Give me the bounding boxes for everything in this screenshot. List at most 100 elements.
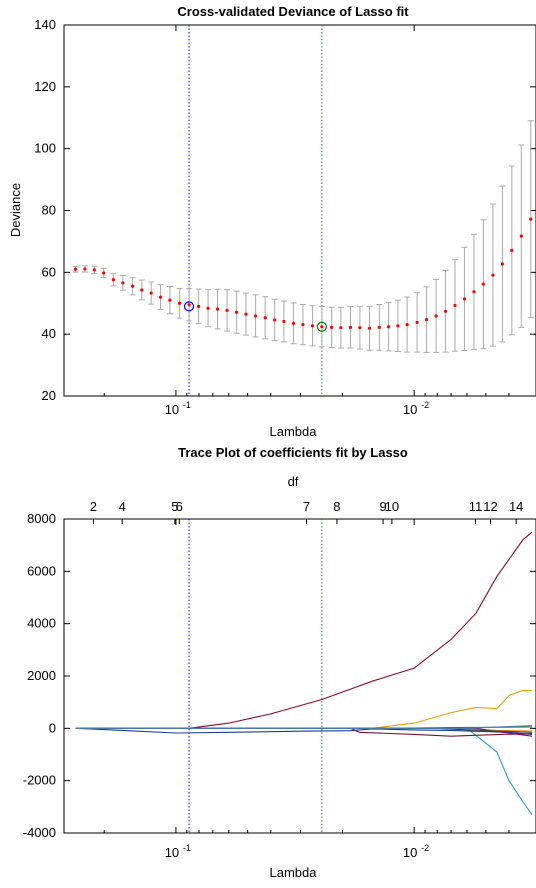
cv-point <box>472 290 476 294</box>
coefficient-path <box>75 725 533 729</box>
marker-min <box>316 321 327 332</box>
x-tick-exponent: -2 <box>421 843 429 853</box>
df-tick-label: 6 <box>176 499 183 514</box>
trace-plot-frame <box>63 518 536 834</box>
x-tick-exponent: -2 <box>421 400 429 410</box>
cv-point <box>168 298 172 302</box>
cv-point <box>73 267 78 271</box>
marker-1se <box>183 301 195 312</box>
cv-point <box>225 308 229 312</box>
y-tick-label: 100 <box>34 141 56 156</box>
y-tick-label: 60 <box>42 264 56 279</box>
cv-point <box>92 268 96 272</box>
df-tick-label: 8 <box>333 499 340 514</box>
cv-markers <box>183 301 327 332</box>
x-tick-label: 10 <box>403 402 417 417</box>
y-tick-label: 6000 <box>27 563 56 578</box>
trace-coefficient-lines <box>75 531 533 816</box>
df-tick-label: 11 <box>469 499 483 514</box>
cv-deviance-panel: Cross-validated Deviance of Lasso fit 20… <box>8 4 536 439</box>
cv-point <box>253 314 258 318</box>
y-tick-label: 80 <box>42 203 56 218</box>
cv-point <box>443 309 448 313</box>
coefficient-path <box>75 531 533 729</box>
cv-errorbars <box>72 120 534 353</box>
trace-x-label: Lambda <box>270 865 318 880</box>
df-tick-label: 5 <box>171 499 178 514</box>
cv-point <box>453 303 457 308</box>
x-tick-label: 10 <box>165 402 179 417</box>
df-tick-label: 4 <box>119 499 126 514</box>
cv-point <box>330 325 334 329</box>
trace-reference-lines <box>188 519 323 833</box>
coefficient-path <box>75 727 533 816</box>
cv-point <box>187 303 191 307</box>
cv-point <box>434 314 438 318</box>
cv-reference-lines <box>188 25 323 396</box>
cv-points <box>73 217 533 330</box>
cv-x-axis: 10 -1 10 -2 <box>103 25 510 417</box>
df-tick-label: 12 <box>483 499 497 514</box>
cv-point <box>387 325 391 329</box>
x-tick-exponent: -1 <box>183 400 191 410</box>
cv-point <box>367 326 372 330</box>
cv-x-label: Lambda <box>270 424 318 439</box>
cv-point <box>377 325 381 329</box>
df-tick-label: 9 <box>379 499 386 514</box>
df-tick-label: 14 <box>509 499 523 514</box>
cv-point <box>510 248 514 252</box>
cv-point <box>339 326 343 330</box>
cv-point <box>263 316 267 320</box>
trace-panel: Trace Plot of coefficients fit by Lasso … <box>23 445 536 880</box>
cv-point <box>273 318 277 322</box>
cv-point <box>178 301 182 305</box>
y-tick-label: 0 <box>49 720 56 735</box>
cv-point <box>310 324 315 328</box>
cv-point <box>197 304 201 308</box>
trace-plot-title: Trace Plot of coefficients fit by Lasso <box>178 445 408 460</box>
df-tick-label: 10 <box>385 499 399 514</box>
cv-point <box>415 320 419 325</box>
cv-point <box>491 273 495 277</box>
y-tick-label: -2000 <box>23 773 56 788</box>
cv-point <box>405 322 409 327</box>
trace-y-axis: -4000 -2000 0 2000 4000 6000 8000 <box>23 511 536 840</box>
cv-point <box>396 324 400 328</box>
x-tick-exponent: -1 <box>183 843 191 853</box>
cv-point <box>481 282 486 286</box>
cv-point <box>121 281 125 285</box>
cv-point <box>158 295 163 299</box>
cv-point <box>102 271 106 275</box>
cv-point <box>320 325 324 329</box>
cv-point <box>529 217 533 221</box>
y-tick-label: 8000 <box>27 511 56 526</box>
cv-plot-title: Cross-validated Deviance of Lasso fit <box>177 4 409 19</box>
y-tick-label: 120 <box>34 79 56 94</box>
cv-point <box>206 306 210 310</box>
df-tick-label: 7 <box>303 499 310 514</box>
cv-point <box>149 291 153 295</box>
y-tick-label: 2000 <box>27 668 56 683</box>
x-tick-label: 10 <box>403 845 417 860</box>
y-tick-label: -4000 <box>23 825 56 840</box>
cv-point <box>282 319 286 324</box>
cv-point <box>291 321 296 325</box>
cv-point <box>235 310 239 314</box>
trace-df-axis: 2 4 56 7 8 910 11 12 14 <box>90 499 523 524</box>
cv-point <box>140 288 144 292</box>
y-tick-label: 20 <box>42 388 56 403</box>
cv-point <box>424 318 429 322</box>
cv-point <box>462 297 467 301</box>
trace-df-label: df <box>288 474 299 489</box>
coefficient-path <box>75 727 533 735</box>
cv-point <box>500 262 505 266</box>
cv-point <box>348 325 353 329</box>
coefficient-path <box>75 689 532 729</box>
cv-point <box>83 267 87 271</box>
y-tick-label: 140 <box>34 17 56 32</box>
cv-point <box>358 326 362 330</box>
cv-point <box>244 312 248 316</box>
cv-y-axis: 20 40 60 80 100 120 140 <box>34 17 536 403</box>
cv-point <box>131 284 135 288</box>
